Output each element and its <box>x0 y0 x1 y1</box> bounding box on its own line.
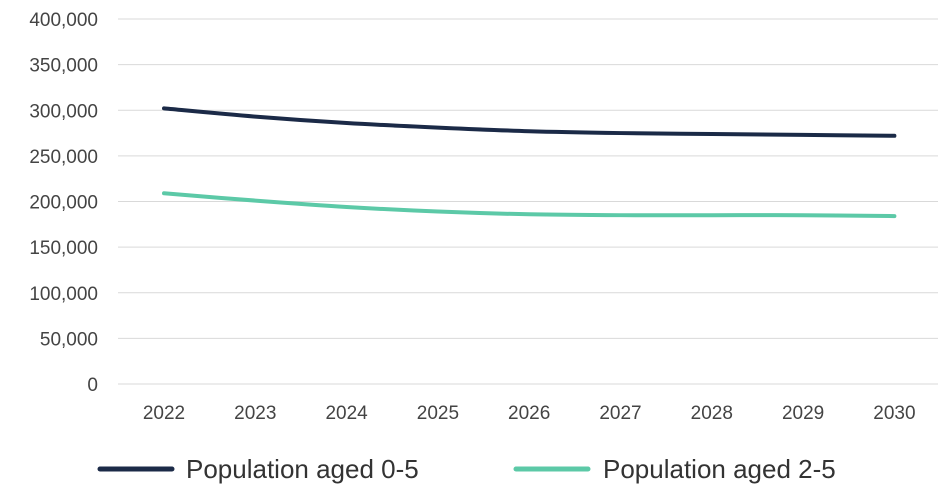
y-tick-label: 400,000 <box>29 10 98 31</box>
y-tick-label: 50,000 <box>40 329 98 350</box>
x-tick-label: 2023 <box>234 403 276 424</box>
x-axis-ticks: 2022 2023 2024 2025 2026 2027 2028 2029 2030 <box>143 403 916 424</box>
series-line-2 <box>162 191 897 219</box>
y-tick-label: 300,000 <box>29 101 98 122</box>
x-tick-label: 2026 <box>508 403 550 424</box>
x-tick-label: 2029 <box>782 403 824 424</box>
x-tick-label: 2028 <box>691 403 733 424</box>
y-tick-label: 350,000 <box>29 56 98 77</box>
y-tick-label: 100,000 <box>29 284 98 305</box>
x-tick-label: 2025 <box>417 403 459 424</box>
y-tick-label: 250,000 <box>29 147 98 168</box>
gridlines <box>118 18 938 385</box>
legend: Population aged 0-5 Population aged 2-5 <box>97 454 836 484</box>
legend-label-series-1: Population aged 0-5 <box>186 454 419 484</box>
x-tick-label: 2027 <box>599 403 641 424</box>
y-tick-label: 200,000 <box>29 193 98 214</box>
x-tick-label: 2024 <box>325 403 368 424</box>
series-lines <box>162 106 897 219</box>
legend-label-series-2: Population aged 2-5 <box>603 454 836 484</box>
y-tick-label: 150,000 <box>29 238 98 259</box>
x-tick-label: 2030 <box>873 403 915 424</box>
x-tick-label: 2022 <box>143 403 185 424</box>
y-tick-label: 0 <box>87 375 98 396</box>
series-line-1 <box>162 106 897 138</box>
y-axis-ticks: 0 50,000 100,000 150,000 200,000 250,000 300,0… <box>29 10 98 396</box>
